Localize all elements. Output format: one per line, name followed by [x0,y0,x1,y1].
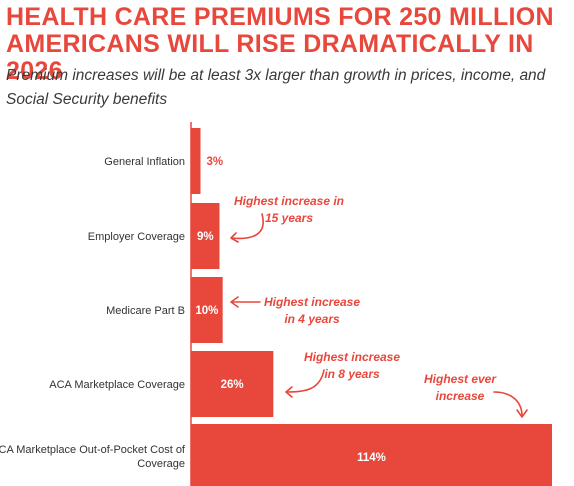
bar [191,203,220,269]
annotation-text: Highest increase in 8 years [304,350,400,381]
arrow-head [230,296,239,308]
value-label: 26% [221,379,244,391]
chart-title: HEALTH CARE PREMIUMS FOR 250 MILLION AME… [6,3,554,85]
category-label: General Inflation [104,156,185,168]
annotation-arrow [493,391,523,417]
value-label: 3% [207,156,224,168]
value-label: 10% [195,305,218,317]
category-label: Medicare Part B [106,305,185,317]
annotation-text: Highest ever increase [424,372,497,403]
annotation-text: Highest increase in 4 years [264,295,360,326]
category-label: ACA Marketplace Coverage [49,379,185,391]
bar [191,424,552,486]
arrow-head [285,386,293,398]
category-label: Employer Coverage [88,231,185,243]
annotation-text: Highest increase in 15 years [234,194,344,225]
chart-subtitle: Premium increases will be at least 3x la… [6,67,546,108]
bar [191,351,274,417]
bar [191,277,223,343]
arrow-head [230,232,239,243]
value-label: 9% [197,231,214,243]
arrow-head [516,409,528,418]
bar [191,128,201,194]
annotation-arrow [231,213,264,240]
value-label: 114% [357,452,386,464]
annotation-arrow [286,369,325,393]
category-label: ACA Marketplace Out-of-Pocket Cost of Cov… [0,444,186,470]
